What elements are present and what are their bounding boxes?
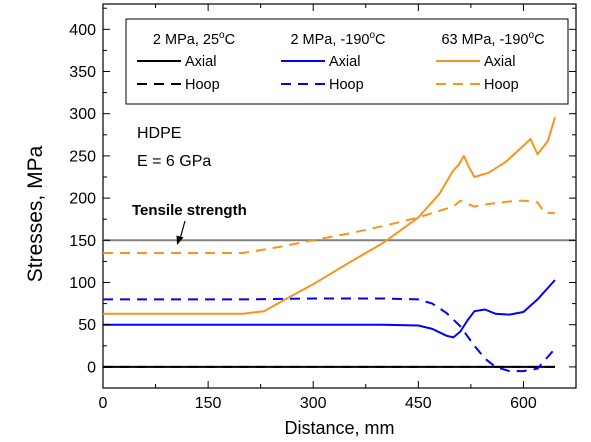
legend-label-axial: Axial	[185, 54, 216, 70]
x-tick-label: 150	[195, 395, 222, 412]
modulus-label: E = 6 GPa	[137, 153, 211, 170]
series-line-axial	[103, 279, 556, 339]
legend-box	[125, 18, 569, 105]
series-line-axial	[103, 116, 556, 315]
legend-group-heading: 2 MPa, -190oC	[290, 30, 385, 48]
legend-label-hoop: Hoop	[484, 77, 519, 93]
y-axis-title: Stresses, MPa	[24, 145, 47, 282]
material-label: HDPE	[137, 125, 181, 142]
y-tick-label: 200	[69, 191, 96, 208]
legend-group-heading: 63 MPa, -190oC	[441, 30, 544, 48]
tensile-strength-label: Tensile strength	[132, 202, 247, 219]
x-axis-title: Distance, mm	[284, 418, 394, 438]
y-tick-label: 350	[69, 64, 96, 81]
y-tick-label: 400	[69, 22, 96, 39]
y-tick-label: 250	[69, 148, 96, 165]
y-tick-label: 100	[69, 275, 96, 292]
tensile-arrow-head	[176, 235, 184, 245]
legend-label-axial: Axial	[484, 54, 515, 70]
x-tick-label: 0	[99, 395, 108, 412]
legend-group-heading: 2 MPa, 25oC	[153, 30, 235, 48]
y-tick-label: 0	[87, 359, 96, 376]
series-layer	[103, 116, 556, 373]
y-axis-ticks: 0 50 100 150 200 250 300 350 400	[69, 7, 576, 376]
legend-label-axial: Axial	[329, 54, 360, 70]
plot-frame	[102, 3, 577, 389]
x-tick-label: 450	[405, 395, 432, 412]
legend-label-hoop: Hoop	[329, 77, 364, 93]
x-tick-label: 300	[300, 395, 327, 412]
tensile-arrow-shaft	[179, 220, 186, 240]
y-tick-label: 300	[69, 106, 96, 123]
legend-label-hoop: Hoop	[185, 77, 220, 93]
x-axis-ticks: 0 150 300 450 600	[99, 4, 537, 412]
y-tick-label: 50	[78, 317, 96, 334]
legend: 2 MPa, 25oC Axial Hoop 2 MPa, -190oC Axial Ho…	[137, 30, 545, 93]
y-tick-label: 150	[69, 233, 96, 250]
x-tick-label: 600	[510, 395, 537, 412]
series-line-hoop	[103, 199, 556, 254]
series-line-hoop	[103, 297, 556, 373]
